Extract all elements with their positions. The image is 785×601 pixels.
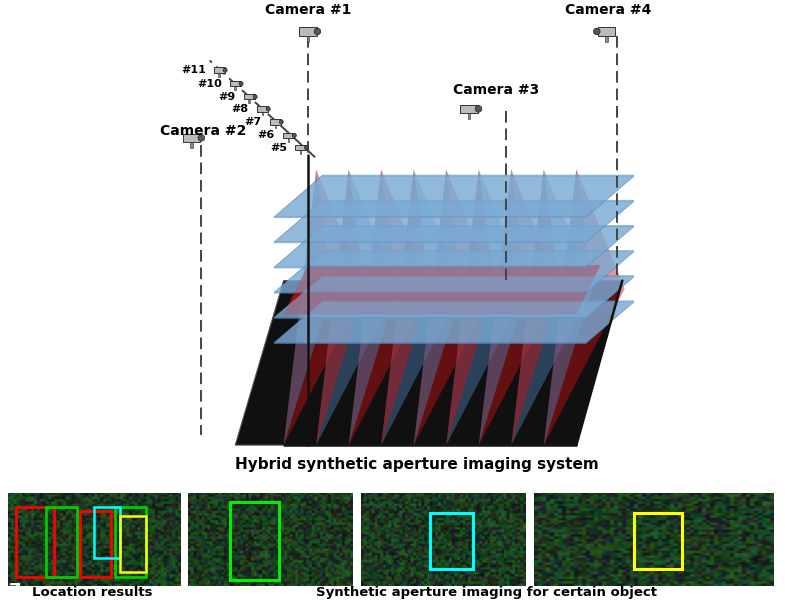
Polygon shape — [274, 276, 634, 319]
Polygon shape — [274, 227, 634, 267]
Bar — [218, 73, 220, 76]
Circle shape — [475, 106, 482, 112]
Polygon shape — [274, 200, 634, 243]
Circle shape — [593, 28, 600, 35]
Text: #7: #7 — [245, 117, 262, 127]
Bar — [249, 99, 250, 103]
Bar — [299, 27, 316, 36]
Polygon shape — [544, 169, 592, 445]
Circle shape — [279, 120, 283, 124]
Polygon shape — [414, 169, 462, 445]
Bar — [597, 27, 615, 36]
Polygon shape — [274, 176, 634, 217]
Text: Location results: Location results — [32, 585, 153, 599]
Bar — [283, 133, 294, 138]
Polygon shape — [274, 301, 634, 344]
Bar — [275, 124, 276, 128]
Polygon shape — [283, 265, 601, 314]
Bar — [244, 94, 254, 99]
Polygon shape — [349, 169, 429, 445]
Text: #5: #5 — [270, 142, 287, 153]
Circle shape — [305, 145, 309, 150]
Polygon shape — [316, 169, 364, 445]
Bar — [80, 511, 111, 577]
Bar — [120, 516, 146, 572]
Circle shape — [292, 133, 297, 138]
Bar — [183, 133, 200, 142]
Bar — [235, 87, 236, 90]
Text: #9: #9 — [218, 92, 236, 102]
Bar — [634, 513, 682, 569]
Polygon shape — [283, 169, 364, 445]
Circle shape — [239, 82, 243, 86]
Bar — [295, 145, 306, 150]
Polygon shape — [511, 169, 592, 445]
Circle shape — [266, 107, 270, 111]
Bar — [191, 142, 193, 148]
Bar — [94, 507, 120, 558]
Polygon shape — [544, 169, 625, 445]
Polygon shape — [446, 169, 528, 445]
Bar — [270, 119, 281, 124]
Bar — [214, 67, 225, 73]
Text: Camera #4: Camera #4 — [564, 3, 651, 17]
Bar — [468, 113, 470, 120]
Polygon shape — [274, 276, 634, 317]
Bar — [460, 105, 477, 113]
Bar — [115, 507, 146, 577]
Bar — [300, 150, 301, 154]
Polygon shape — [236, 281, 623, 445]
Circle shape — [253, 95, 257, 99]
Polygon shape — [382, 169, 462, 445]
Bar — [261, 112, 263, 115]
Polygon shape — [274, 225, 634, 268]
Bar — [46, 507, 77, 577]
Polygon shape — [274, 302, 634, 343]
Text: #10: #10 — [197, 79, 221, 89]
Text: Camera #3: Camera #3 — [453, 83, 539, 97]
Circle shape — [198, 135, 205, 141]
Text: Synthetic aperture imaging for certain object: Synthetic aperture imaging for certain o… — [316, 585, 657, 599]
Polygon shape — [316, 169, 397, 445]
Polygon shape — [446, 169, 495, 445]
Polygon shape — [274, 251, 634, 292]
Text: Hybrid synthetic aperture imaging system: Hybrid synthetic aperture imaging system — [235, 457, 599, 472]
Polygon shape — [274, 175, 634, 218]
Text: Camera #2: Camera #2 — [160, 124, 246, 138]
Polygon shape — [382, 169, 429, 445]
Bar — [257, 106, 268, 112]
Text: 7: 7 — [9, 582, 21, 600]
Bar — [430, 513, 473, 569]
Polygon shape — [511, 169, 560, 445]
Bar — [230, 81, 240, 87]
Bar — [16, 507, 54, 577]
Text: #11: #11 — [181, 65, 206, 75]
Circle shape — [223, 68, 227, 72]
Bar — [605, 36, 608, 42]
Polygon shape — [349, 169, 397, 445]
Bar — [229, 502, 279, 581]
Polygon shape — [479, 169, 528, 445]
Text: Camera #1: Camera #1 — [265, 3, 351, 17]
Text: #8: #8 — [232, 104, 249, 114]
Polygon shape — [283, 169, 332, 445]
Polygon shape — [479, 169, 560, 445]
Text: #6: #6 — [257, 130, 275, 141]
Bar — [306, 36, 309, 42]
Polygon shape — [414, 169, 495, 445]
Bar — [287, 138, 290, 142]
Polygon shape — [274, 201, 634, 242]
Circle shape — [314, 28, 321, 35]
Polygon shape — [274, 251, 634, 293]
